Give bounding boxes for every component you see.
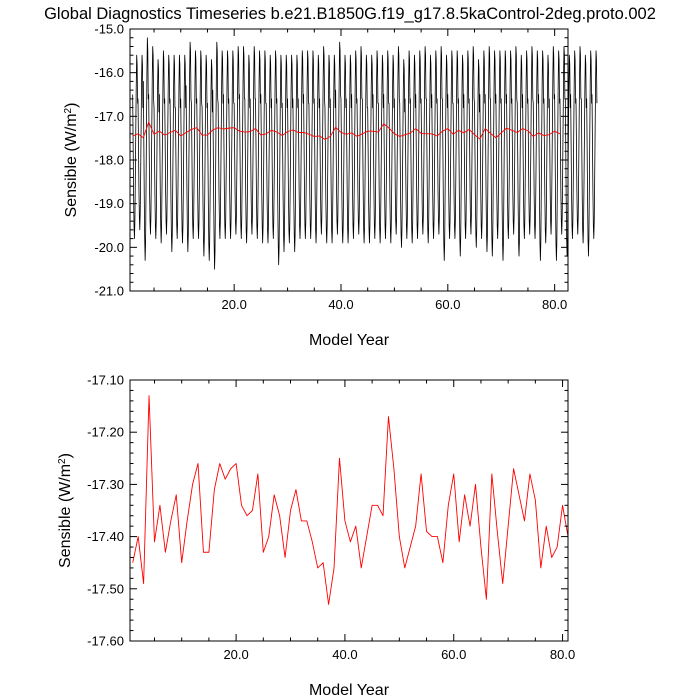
x-tick-label: 80.0 [542,297,567,312]
x-axis-title: Model Year [309,682,390,699]
y-tick-label: -17.10 [87,373,124,388]
plot-top: -21.0 -20.0 -19.0 -18.0 -17.0 -16.0 -15.0 20.0 4… [63,22,598,349]
y-axis-title: Sensible (W/m2) [63,103,81,218]
x-tick-label: 40.0 [332,647,357,662]
y-tick-label: -17.0 [94,109,124,124]
y-tick-label: -17.20 [87,425,124,440]
y-tick-label: -19.0 [94,196,124,211]
plot-frame [129,379,569,642]
x-tick-label: 20.0 [223,647,248,662]
x-tick-label: 20.0 [222,297,247,312]
x-tick-label: 60.0 [441,647,466,662]
x-tick-label: 60.0 [435,297,460,312]
y-tick-label: -17.60 [87,634,124,649]
y-tick-label: -21.0 [94,284,124,299]
y-axis-title: Sensible (W/m2) [57,453,75,568]
y-tick-label: -17.30 [87,477,124,492]
y-tick-label: -16.0 [94,65,124,80]
series-line-monthly [132,37,598,270]
x-tick-label: 80.0 [550,647,575,662]
x-axis-title: Model Year [309,332,390,349]
x-tick-label: 40.0 [328,297,353,312]
plot-bottom: -17.60 -17.50 -17.40 -17.30 -17.20 -17.10 20.0… [57,373,576,700]
y-tick-label: -20.0 [94,240,124,255]
y-tick-label: -17.40 [87,529,124,544]
series-line-annual [132,121,561,140]
y-tick-label: -18.0 [94,153,124,168]
series-line-annual [132,395,569,605]
chart-title: Global Diagnostics Timeseries b.e21.B185… [44,5,656,23]
y-tick-label: -15.0 [94,22,124,37]
y-tick-label: -17.50 [87,581,124,596]
